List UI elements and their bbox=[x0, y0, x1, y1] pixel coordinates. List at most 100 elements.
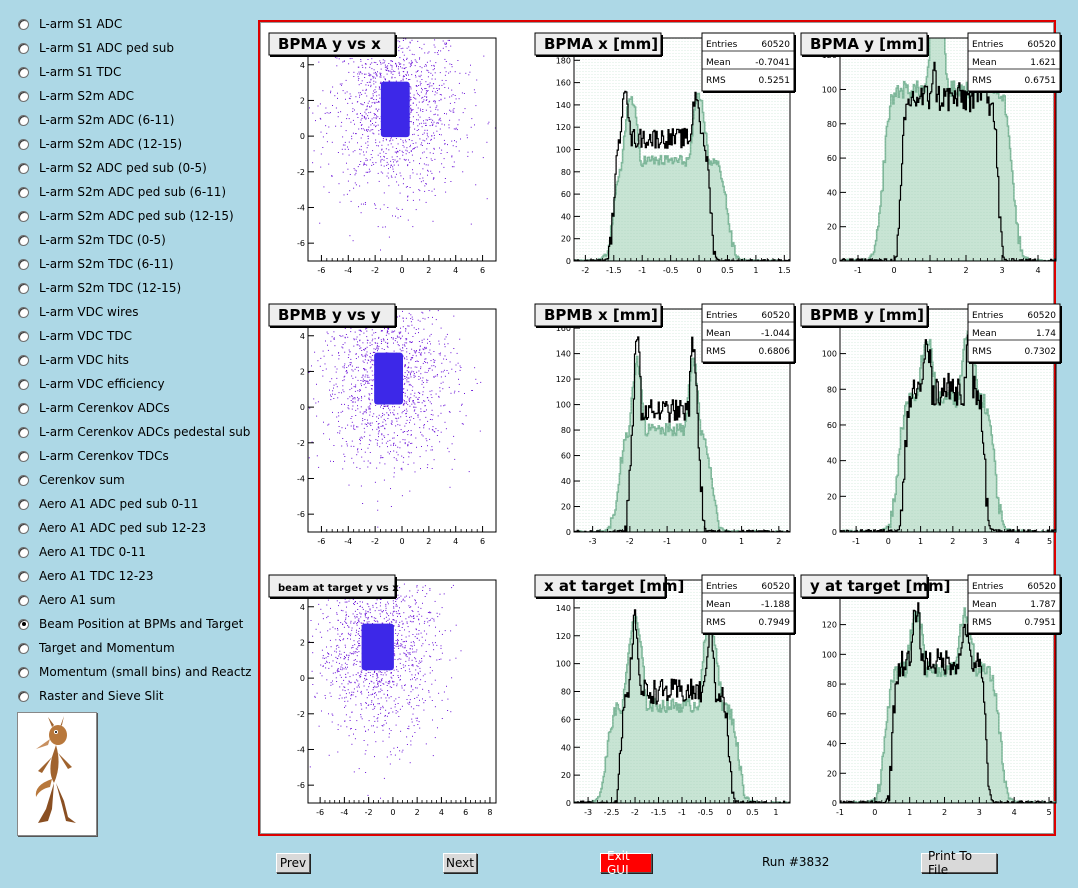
menu-item[interactable]: Target and Momentum bbox=[18, 636, 258, 660]
menu-item[interactable]: L-arm S2m ADC ped sub (6-11) bbox=[18, 180, 258, 204]
menu-item[interactable]: L-arm S1 ADC ped sub bbox=[18, 36, 258, 60]
radio-icon[interactable] bbox=[18, 66, 29, 78]
scatter-point bbox=[404, 344, 405, 346]
menu-item[interactable]: Aero A1 ADC ped sub 12-23 bbox=[18, 516, 258, 540]
radio-icon[interactable] bbox=[18, 282, 29, 294]
scatter-point bbox=[421, 79, 423, 80]
scatter-point bbox=[372, 606, 374, 608]
scatter-point bbox=[431, 683, 433, 685]
radio-icon[interactable] bbox=[18, 450, 29, 462]
scatter-point bbox=[358, 128, 360, 130]
scatter-point bbox=[368, 393, 370, 395]
y-tick-label: 80 bbox=[827, 120, 837, 129]
scatter-point bbox=[412, 634, 414, 635]
radio-icon[interactable] bbox=[18, 498, 29, 510]
radio-icon[interactable] bbox=[18, 522, 29, 534]
menu-item[interactable]: L-arm Cerenkov TDCs bbox=[18, 444, 258, 468]
radio-icon[interactable] bbox=[18, 642, 29, 654]
menu-item[interactable]: Aero A1 sum bbox=[18, 588, 258, 612]
menu-item[interactable]: Aero A1 TDC 12-23 bbox=[18, 564, 258, 588]
radio-icon[interactable] bbox=[18, 162, 29, 174]
scatter-point bbox=[387, 405, 389, 407]
menu-item[interactable]: L-arm S1 TDC bbox=[18, 60, 258, 84]
radio-icon[interactable] bbox=[18, 666, 29, 678]
menu-item[interactable]: Raster and Sieve Slit bbox=[18, 684, 258, 708]
scatter-point bbox=[368, 444, 370, 445]
menu-item[interactable]: L-arm S2m ADC (12-15) bbox=[18, 132, 258, 156]
scatter-point bbox=[409, 126, 411, 128]
scatter-point bbox=[330, 395, 332, 397]
radio-icon[interactable] bbox=[18, 234, 29, 246]
menu-item-label: L-arm VDC efficiency bbox=[39, 377, 165, 391]
menu-item[interactable]: L-arm S2 ADC ped sub (0-5) bbox=[18, 156, 258, 180]
radio-icon[interactable] bbox=[18, 594, 29, 606]
menu-item[interactable]: L-arm VDC wires bbox=[18, 300, 258, 324]
menu-item[interactable]: L-arm VDC efficiency bbox=[18, 372, 258, 396]
scatter-point bbox=[372, 95, 374, 97]
scatter-point bbox=[444, 404, 446, 406]
radio-icon[interactable] bbox=[18, 210, 29, 222]
scatter-point bbox=[433, 121, 435, 123]
radio-icon[interactable] bbox=[18, 570, 29, 582]
radio-icon[interactable] bbox=[18, 378, 29, 390]
radio-selected-icon[interactable] bbox=[18, 618, 29, 630]
scatter-point bbox=[347, 357, 349, 358]
scatter-point bbox=[382, 740, 384, 742]
scatter-point bbox=[387, 601, 389, 603]
scatter-point bbox=[378, 130, 380, 132]
scatter-point bbox=[339, 430, 341, 432]
menu-item[interactable]: L-arm Cerenkov ADCs pedestal sub bbox=[18, 420, 258, 444]
scatter-point bbox=[358, 651, 360, 653]
scatter-point bbox=[415, 76, 417, 78]
menu-item[interactable]: L-arm Cerenkov ADCs bbox=[18, 396, 258, 420]
scatter-point bbox=[416, 173, 418, 175]
scatter-point bbox=[445, 191, 447, 193]
scatter-point bbox=[455, 127, 457, 129]
radio-icon[interactable] bbox=[18, 306, 29, 318]
radio-icon[interactable] bbox=[18, 18, 29, 30]
menu-item[interactable]: L-arm S2m TDC (0-5) bbox=[18, 228, 258, 252]
menu-item[interactable]: Beam Position at BPMs and Target bbox=[18, 612, 258, 636]
menu-item[interactable]: Cerenkov sum bbox=[18, 468, 258, 492]
radio-icon[interactable] bbox=[18, 690, 29, 702]
menu-item[interactable]: L-arm S2m TDC (12-15) bbox=[18, 276, 258, 300]
scatter-point bbox=[329, 622, 331, 624]
scatter-point bbox=[365, 90, 367, 91]
scatter-point bbox=[318, 623, 319, 625]
radio-icon[interactable] bbox=[18, 258, 29, 270]
menu-item[interactable]: Aero A1 ADC ped sub 0-11 bbox=[18, 492, 258, 516]
scatter-point bbox=[410, 86, 412, 88]
menu-item[interactable]: L-arm VDC TDC bbox=[18, 324, 258, 348]
scatter-point bbox=[402, 79, 404, 81]
scatter-point bbox=[347, 666, 348, 668]
histogram-canvas[interactable]: -6 -4 -2 0 2 4 6 -6 -4 -2 0 2 4 BPMA y vs x -2 -1.5 -1 -0… bbox=[258, 20, 1062, 836]
radio-icon[interactable] bbox=[18, 90, 29, 102]
menu-item[interactable]: L-arm S2m ADC (6-11) bbox=[18, 108, 258, 132]
menu-item[interactable]: Aero A1 TDC 0-11 bbox=[18, 540, 258, 564]
menu-item[interactable]: L-arm S2m ADC bbox=[18, 84, 258, 108]
radio-icon[interactable] bbox=[18, 330, 29, 342]
scatter-point bbox=[360, 440, 361, 442]
radio-icon[interactable] bbox=[18, 546, 29, 558]
scatter-point bbox=[422, 377, 424, 379]
scatter-point bbox=[418, 370, 420, 372]
radio-icon[interactable] bbox=[18, 426, 29, 438]
radio-icon[interactable] bbox=[18, 474, 29, 486]
scatter-point bbox=[398, 62, 400, 64]
menu-item[interactable]: L-arm VDC hits bbox=[18, 348, 258, 372]
radio-icon[interactable] bbox=[18, 186, 29, 198]
radio-icon[interactable] bbox=[18, 114, 29, 126]
radio-icon[interactable] bbox=[18, 42, 29, 54]
scatter-point bbox=[425, 346, 427, 348]
menu-item[interactable]: Momentum (small bins) and Reactz bbox=[18, 660, 258, 684]
menu-item[interactable]: L-arm S2m ADC ped sub (12-15) bbox=[18, 204, 258, 228]
menu-item[interactable]: L-arm S1 ADC bbox=[18, 12, 258, 36]
menu-item[interactable]: L-arm S2m TDC (6-11) bbox=[18, 252, 258, 276]
radio-icon[interactable] bbox=[18, 354, 29, 366]
radio-icon[interactable] bbox=[18, 138, 29, 150]
scatter-point bbox=[427, 174, 428, 176]
scatter-point bbox=[359, 153, 361, 155]
radio-icon[interactable] bbox=[18, 402, 29, 414]
scatter-point bbox=[323, 433, 325, 435]
scatter-point bbox=[385, 697, 387, 699]
